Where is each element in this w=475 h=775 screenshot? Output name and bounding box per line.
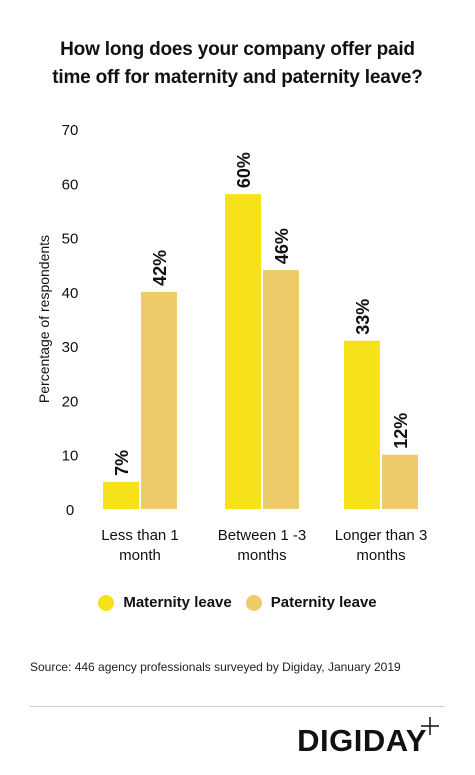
x-tick-label: months xyxy=(356,547,405,564)
x-tick-label: Less than 1 xyxy=(101,527,179,544)
legend-swatch-maternity xyxy=(98,594,115,611)
bar xyxy=(103,481,139,509)
y-tick-label: 40 xyxy=(62,285,79,302)
bar-chart: 0 10 20 30 40 50 60 70 Percentage of respondents… xyxy=(36,122,428,564)
bar xyxy=(263,270,299,509)
legend-label-paternity: Paternity leave xyxy=(270,594,377,611)
y-tick-label: 0 xyxy=(66,502,74,519)
bar xyxy=(382,454,418,509)
legend-item-paternity: Paternity leave xyxy=(245,594,377,611)
data-label: 46% xyxy=(272,228,292,264)
data-label: 60% xyxy=(234,152,254,188)
x-tick-label: Between 1 -3 xyxy=(218,527,306,544)
source-note: Source: 446 agency professionals surveye… xyxy=(30,660,401,674)
y-tick-label: 30 xyxy=(62,339,79,356)
legend-swatch-paternity xyxy=(245,594,262,611)
bar xyxy=(344,340,380,509)
x-tick-label: Longer than 3 xyxy=(335,527,428,544)
divider xyxy=(30,706,445,707)
data-label: 33% xyxy=(353,299,373,335)
chart-title: How long does your company offer paid ti… xyxy=(0,36,475,92)
y-tick-label: 70 xyxy=(62,122,79,139)
x-tick-label: month xyxy=(119,547,161,564)
chart-title-line-1: How long does your company offer paid xyxy=(60,39,415,60)
bar xyxy=(141,291,177,509)
legend-item-maternity: Maternity leave xyxy=(98,594,232,611)
y-tick-label: 10 xyxy=(62,448,79,465)
plus-icon xyxy=(421,717,439,735)
y-tick-label: 60 xyxy=(62,176,79,193)
data-label: 42% xyxy=(150,250,170,286)
y-tick-label: 20 xyxy=(62,393,79,410)
legend: Maternity leave Paternity leave xyxy=(0,594,475,611)
y-axis-label: Percentage of respondents xyxy=(36,235,52,403)
legend-label-maternity: Maternity leave xyxy=(123,594,232,611)
x-tick-label: months xyxy=(237,547,286,564)
bar xyxy=(225,194,261,509)
data-label: 12% xyxy=(391,413,411,449)
digiday-logo: DIGIDAY xyxy=(297,723,427,758)
chart-title-line-2: time off for maternity and paternity lea… xyxy=(52,67,423,88)
data-label: 7% xyxy=(112,450,132,476)
y-tick-label: 50 xyxy=(62,231,79,248)
